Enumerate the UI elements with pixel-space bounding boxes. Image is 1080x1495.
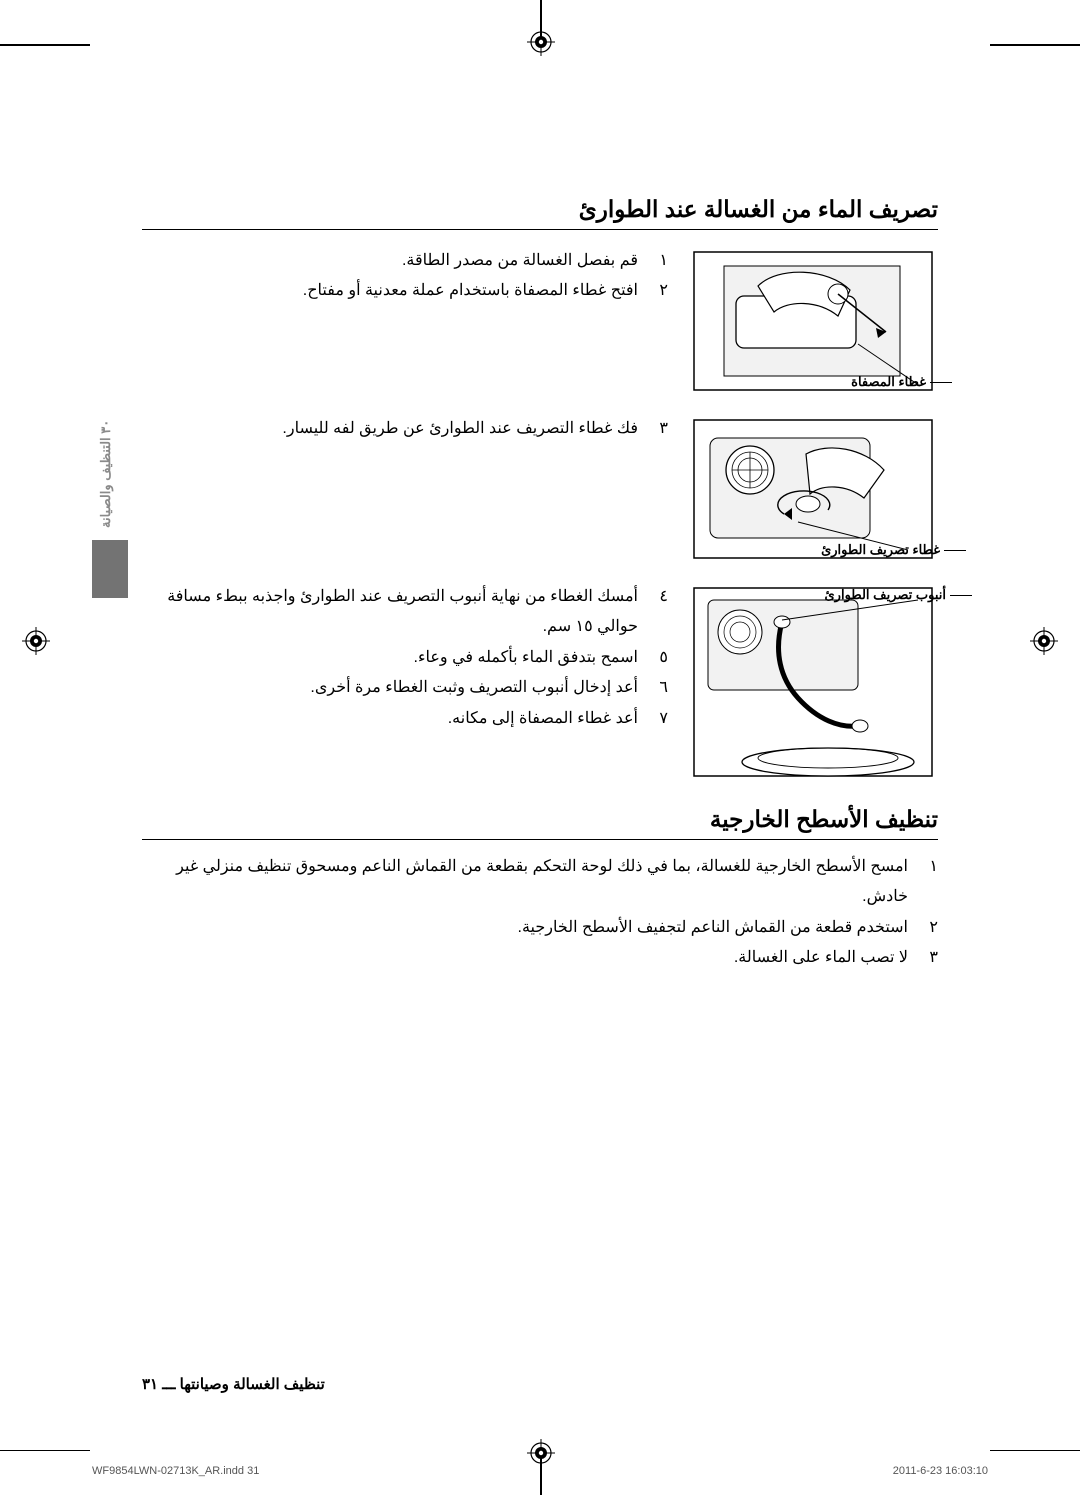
footer-text: تنظيف الغسالة وصيانتها ـــ ٣١ — [142, 1375, 938, 1393]
heading-exterior: تنظيف الأسطح الخارجية — [142, 806, 938, 833]
step-7: ٧أعد غطاء المصفاة إلى مكانه. — [142, 704, 668, 734]
registration-mark-right — [1030, 627, 1058, 655]
figure-caption-2: غطاء تصريف الطوارئ — [821, 542, 940, 557]
block-steps-1-2: ١قم بفصل الغسالة من مصدر الطاقة. ٢افتح غ… — [142, 246, 938, 396]
figure-caption-1: غطاء المصفاة — [851, 374, 926, 389]
figure-caption-3: أنبوب تصريف الطوارئ — [825, 587, 947, 602]
steps-list-b: ٤أمسك الغطاء من نهاية أنبوب التصريف عند … — [142, 582, 668, 734]
meta-timestamp: 2011-6-23 16:03:10 — [893, 1465, 988, 1477]
meta-filename: WF9854LWN-02713K_AR.indd 31 — [92, 1465, 259, 1477]
step-2: ٢افتح غطاء المصفاة باستخدام عملة معدنية … — [142, 276, 668, 306]
step-1: ١قم بفصل الغسالة من مصدر الطاقة. — [142, 246, 668, 276]
ext-step-2: ٢استخدم قطعة من القماش الناعم لتجفيف الأ… — [142, 913, 938, 943]
steps-list-a: ١قم بفصل الغسالة من مصدر الطاقة. ٢افتح غ… — [142, 246, 668, 307]
figure-filter-cover: غطاء المصفاة — [688, 246, 938, 396]
figure-emergency-cap: غطاء تصريف الطوارئ — [688, 414, 938, 564]
ext-step-1: ١امسح الأسطح الخارجية للغسالة، بما في ذل… — [142, 852, 938, 913]
step-5: ٥اسمح بتدفق الماء بأكمله في وعاء. — [142, 643, 668, 673]
step-3: ٣فك غطاء التصريف عند الطوارئ عن طريق لفه… — [142, 414, 668, 444]
page: ٣٠ التنظيف والصيانة تصريف الماء من الغسا… — [92, 46, 988, 1449]
registration-mark-left — [22, 627, 50, 655]
steps-list-3: ٣فك غطاء التصريف عند الطوارئ عن طريق لفه… — [142, 414, 668, 444]
heading-drain: تصريف الماء من الغسالة عند الطوارئ — [142, 196, 938, 223]
block-step-3: ٣فك غطاء التصريف عند الطوارئ عن طريق لفه… — [142, 414, 938, 564]
section-tab-label: ٣٠ التنظيف والصيانة — [98, 420, 114, 528]
print-metadata: WF9854LWN-02713K_AR.indd 31 2011-6-23 16… — [92, 1465, 988, 1477]
content-area: ٣٠ التنظيف والصيانة تصريف الماء من الغسا… — [142, 196, 938, 1349]
step-6: ٦أعد إدخال أنبوب التصريف وثبت الغطاء مرة… — [142, 673, 668, 703]
steps-exterior: ١امسح الأسطح الخارجية للغسالة، بما في ذل… — [142, 852, 938, 974]
block-steps-4-7: ٤أمسك الغطاء من نهاية أنبوب التصريف عند … — [142, 582, 938, 782]
step-4: ٤أمسك الغطاء من نهاية أنبوب التصريف عند … — [142, 582, 668, 643]
figure-drain-tube: أنبوب تصريف الطوارئ — [688, 582, 938, 782]
section-tab: ٣٠ التنظيف والصيانة — [92, 428, 128, 598]
ext-step-3: ٣لا تصب الماء على الغسالة. — [142, 943, 938, 973]
page-footer: تنظيف الغسالة وصيانتها ـــ ٣١ — [142, 1375, 938, 1393]
